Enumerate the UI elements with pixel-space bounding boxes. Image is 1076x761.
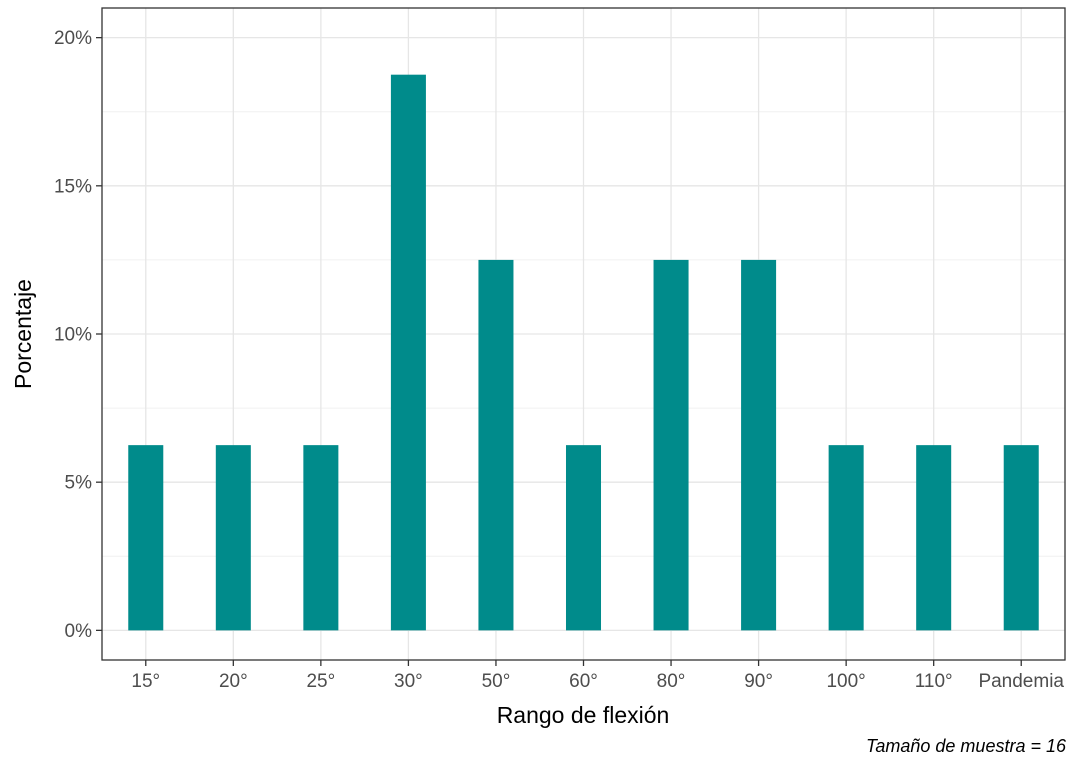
y-axis-title: Porcentaje bbox=[10, 279, 36, 389]
bar bbox=[565, 445, 602, 631]
x-tick-label: 80° bbox=[657, 671, 686, 692]
x-tick-label: 60° bbox=[569, 671, 598, 692]
x-axis-title: Rango de flexión bbox=[497, 702, 670, 728]
bar bbox=[478, 259, 514, 631]
y-tick-label: 0% bbox=[65, 621, 93, 642]
bar bbox=[1003, 445, 1039, 631]
bar bbox=[916, 445, 952, 631]
bar bbox=[390, 74, 426, 631]
bar bbox=[128, 445, 164, 631]
y-axis: 0% 5% 10% 15% 20% bbox=[54, 28, 102, 642]
bars bbox=[128, 74, 1039, 631]
bar bbox=[653, 259, 689, 631]
x-tick-label: 110° bbox=[915, 671, 953, 692]
x-tick-label: Pandemia bbox=[978, 671, 1064, 692]
bar bbox=[828, 445, 864, 631]
x-tick-label: 20° bbox=[219, 671, 248, 692]
bar bbox=[741, 259, 777, 631]
bar bbox=[303, 445, 339, 631]
sample-size-caption: Tamaño de muestra = 16 bbox=[866, 736, 1067, 756]
x-axis: 15° 20° 25° 30° 50° 60° 80° 90° 100° 110° Pandemia bbox=[131, 660, 1064, 692]
x-tick-label: 100° bbox=[826, 671, 865, 692]
x-tick-label: 90° bbox=[744, 671, 773, 692]
y-tick-label: 15% bbox=[54, 176, 92, 197]
bar bbox=[215, 445, 251, 631]
y-tick-label: 5% bbox=[65, 473, 93, 494]
x-tick-label: 30° bbox=[394, 671, 423, 692]
y-tick-label: 20% bbox=[54, 28, 92, 49]
x-tick-label: 15° bbox=[131, 671, 160, 692]
x-tick-label: 50° bbox=[482, 671, 511, 692]
x-tick-label: 25° bbox=[306, 671, 335, 692]
y-tick-label: 10% bbox=[54, 325, 92, 346]
